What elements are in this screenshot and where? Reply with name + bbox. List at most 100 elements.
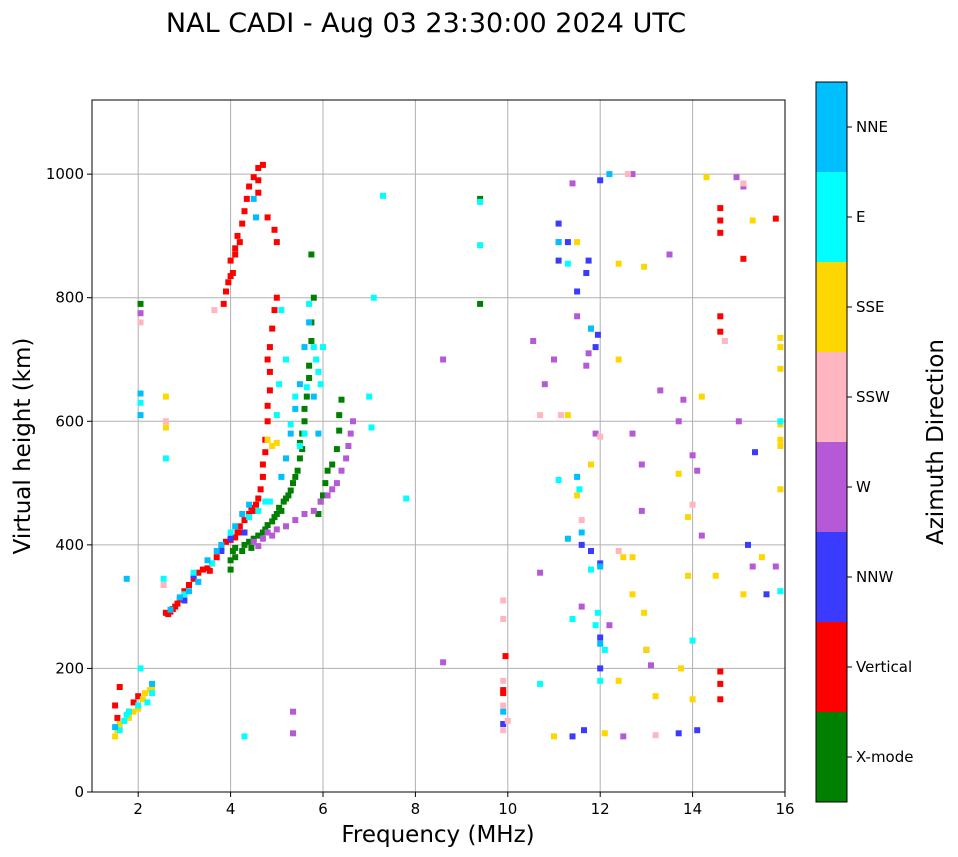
data-point (606, 171, 613, 178)
data-point (273, 294, 280, 301)
data-point (310, 393, 317, 400)
data-point (130, 708, 137, 715)
data-point (717, 313, 724, 320)
data-point (585, 257, 592, 264)
data-point (227, 535, 234, 542)
data-point (246, 511, 253, 517)
data-point (162, 424, 169, 431)
data-point (220, 300, 227, 307)
data-point (236, 523, 243, 530)
data-point (181, 591, 188, 598)
data-point (283, 523, 289, 530)
data-point (601, 730, 608, 737)
data-point (273, 526, 280, 533)
data-point (264, 436, 271, 443)
data-point (740, 591, 747, 598)
data-point (380, 192, 387, 199)
data-point (181, 597, 188, 604)
data-point (294, 467, 301, 474)
data-point (229, 548, 236, 554)
data-point (283, 356, 289, 363)
data-point (440, 356, 447, 363)
data-point (250, 507, 257, 514)
data-point (255, 177, 262, 184)
data-point (597, 677, 604, 684)
data-point (576, 486, 583, 493)
data-point (777, 486, 784, 493)
data-point (301, 344, 308, 351)
data-point (232, 523, 239, 530)
data-marks (112, 161, 784, 740)
data-point (638, 461, 645, 468)
data-point (588, 548, 594, 554)
data-point (583, 270, 590, 276)
data-point (227, 566, 234, 573)
data-point (310, 507, 317, 514)
data-point (223, 288, 229, 295)
data-point (641, 609, 648, 616)
data-point (130, 699, 137, 706)
data-point (717, 217, 724, 224)
data-point (689, 501, 696, 508)
data-point (112, 724, 119, 731)
data-point (329, 486, 336, 493)
data-point (500, 721, 507, 727)
data-point (745, 541, 751, 548)
data-point (160, 582, 167, 588)
data-point (574, 239, 581, 246)
data-point (186, 582, 192, 588)
data-point (620, 554, 627, 561)
colorbar-segment (816, 172, 847, 262)
data-point (698, 532, 705, 539)
data-point (264, 529, 271, 536)
data-point (232, 554, 239, 561)
data-point (315, 430, 322, 437)
data-point (204, 557, 211, 564)
data-point (569, 733, 576, 740)
data-point (689, 637, 696, 644)
data-point (137, 412, 144, 419)
data-point (350, 418, 356, 425)
colorbar-tick-label: X-mode (856, 748, 913, 766)
data-point (190, 572, 197, 579)
data-point (299, 446, 306, 453)
data-point (306, 362, 313, 369)
data-point (717, 328, 724, 335)
data-point (229, 270, 236, 276)
data-point (280, 498, 287, 505)
x-axis-ticks: 2 4 6 8 10 12 14 16 (133, 792, 795, 818)
x-tick-label: 10 (498, 800, 517, 818)
data-point (290, 708, 296, 715)
data-point (620, 733, 627, 740)
data-point (336, 427, 343, 434)
data-point (259, 535, 266, 542)
colorbar-segment (816, 532, 847, 622)
data-point (652, 732, 659, 739)
data-point (629, 171, 636, 178)
colorbar-tick-label: E (856, 208, 865, 226)
data-point (638, 507, 645, 514)
colorbar-tick-label: Vertical (856, 658, 912, 676)
data-point (698, 393, 705, 400)
data-point (278, 307, 285, 314)
x-tick-label: 2 (133, 800, 143, 818)
chart-title: NAL CADI - Aug 03 23:30:00 2024 UTC (166, 8, 686, 39)
data-point (112, 702, 119, 709)
data-point (241, 541, 248, 548)
colorbar-tick-label: W (856, 478, 871, 496)
data-point (601, 646, 608, 653)
data-point (329, 461, 336, 468)
series-e (116, 192, 784, 740)
data-point (574, 473, 581, 480)
data-point (777, 436, 784, 443)
data-point (578, 603, 585, 610)
data-point (243, 195, 250, 202)
data-point (370, 294, 377, 301)
x-tick-label: 6 (318, 800, 328, 818)
colorbar-segment (816, 82, 847, 172)
data-point (144, 699, 151, 706)
data-point (685, 572, 691, 579)
data-point (223, 538, 229, 545)
data-point (597, 634, 604, 641)
